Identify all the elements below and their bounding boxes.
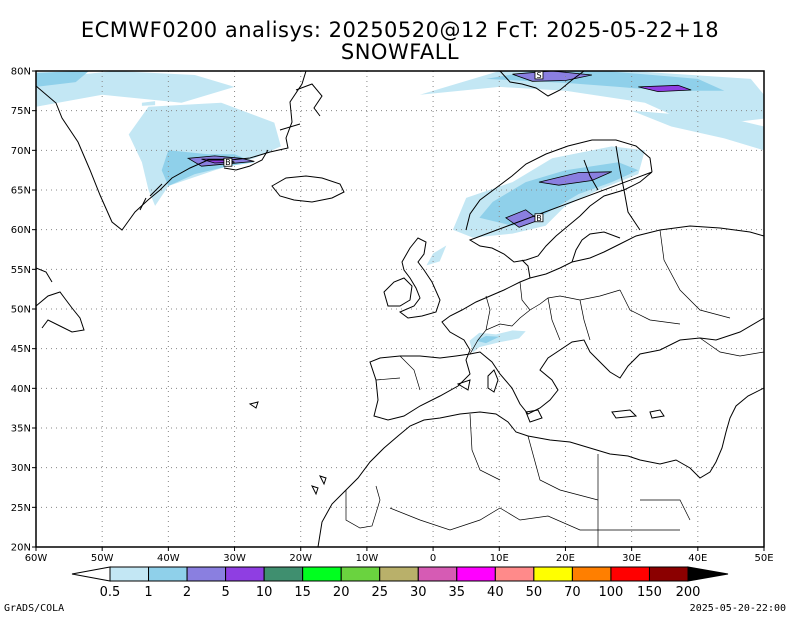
colorbar-swatch xyxy=(610,566,650,582)
colorbar-label: 200 xyxy=(676,585,701,600)
ireland-coast xyxy=(383,277,413,307)
colorbar-low-triangle xyxy=(71,566,111,582)
europe-coast xyxy=(369,225,764,421)
snowfall-shading xyxy=(36,71,764,353)
lon-tick-label: 20W xyxy=(289,553,312,564)
snowfall-area-scandinavia-15 xyxy=(538,171,612,186)
colorbar-swatch xyxy=(148,566,188,582)
map-subtitle: SNOWFALL xyxy=(340,40,460,64)
lon-tick-label: 0 xyxy=(430,553,436,564)
credit-label: GrADS/COLA xyxy=(4,603,65,614)
lat-tick-label: 80N xyxy=(11,67,31,78)
lat-tick-label: 45N xyxy=(11,344,31,355)
baltic-coast xyxy=(521,231,621,279)
colorbar-label: 2 xyxy=(183,585,191,600)
lon-tick-label: 50W xyxy=(91,553,114,564)
colorbar-label: 25 xyxy=(371,585,388,600)
lat-tick-label: 35N xyxy=(11,424,31,435)
colorbar-label: 40 xyxy=(487,585,504,600)
lon-tick-label: 30W xyxy=(223,553,246,564)
colorbar-label: 20 xyxy=(333,585,350,600)
colorbar-swatch xyxy=(340,566,381,582)
snowfall-area-svalbard-10 xyxy=(638,84,692,93)
colorbar-swatch xyxy=(225,566,265,582)
map-title: ECMWF0200 analisys: 20250520@12 FcT: 202… xyxy=(80,18,720,42)
svg-text:B: B xyxy=(225,158,231,167)
lon-tick-label: 50E xyxy=(754,553,773,564)
latitude-labels: 80N 75N 70N 65N 60N 55N 50N 45N 40N 35N 30N 25N 20N xyxy=(11,67,36,554)
lat-tick-label: 20N xyxy=(11,543,31,554)
colorbar-label: 150 xyxy=(637,585,662,600)
lat-tick-label: 70N xyxy=(11,146,31,157)
lat-tick-label: 65N xyxy=(11,186,31,197)
lon-tick-label: 40E xyxy=(688,553,707,564)
colorbar-label: 15 xyxy=(294,585,311,600)
site-marker: B xyxy=(534,213,544,223)
colorbar-label: 1 xyxy=(144,585,152,600)
lat-tick-label: 55N xyxy=(11,265,31,276)
lon-tick-label: 10E xyxy=(490,553,509,564)
lat-tick-label: 40N xyxy=(11,384,31,395)
colorbar-swatch xyxy=(186,566,227,582)
colorbar-swatch xyxy=(533,566,573,582)
snowfall-area-greenland-6 xyxy=(141,101,156,106)
colorbar-swatch xyxy=(263,566,304,582)
colorbar-label: 100 xyxy=(599,585,624,600)
longitude-labels: 60W 50W 40W 30W 20W 10W 0 10E 20E 30E 40E 50E xyxy=(25,547,774,564)
greenland-coast xyxy=(36,71,307,231)
lat-tick-label: 60N xyxy=(11,225,31,236)
snowfall-area-alps-17 xyxy=(469,330,526,353)
lat-tick-label: 50N xyxy=(11,305,31,316)
lat-tick-label: 75N xyxy=(11,106,31,117)
lon-tick-label: 20E xyxy=(556,553,575,564)
site-marker: B xyxy=(223,157,233,167)
snowfall-area-barents-11 xyxy=(631,110,764,151)
colorbar-swatch xyxy=(571,566,612,582)
greenland-fjords xyxy=(139,83,323,211)
colorbar-swatch xyxy=(417,566,458,582)
colorbar-label: 5 xyxy=(221,585,229,600)
britain-coast xyxy=(399,237,441,319)
svg-text:B: B xyxy=(536,214,542,223)
iceland-coast xyxy=(271,175,345,203)
colorbar-label: 30 xyxy=(410,585,427,600)
finland-border xyxy=(583,145,641,231)
country-borders xyxy=(345,229,764,547)
snowfall-area-greenland-1 xyxy=(36,71,89,87)
snowfall-area-greenland-0 xyxy=(36,71,235,107)
colorbar-label: 70 xyxy=(564,585,581,600)
snowfall-area-alps-18 xyxy=(476,336,500,344)
site-marker: S xyxy=(534,70,544,80)
snowfall-area-scandinavia-16 xyxy=(426,245,447,266)
lat-tick-label: 25N xyxy=(11,503,31,514)
lon-tick-label: 60W xyxy=(25,553,48,564)
colorbar-swatch xyxy=(456,566,496,582)
colorbar-label: 50 xyxy=(526,585,543,600)
colorbar-swatch xyxy=(494,566,535,582)
site-markers: B B S xyxy=(223,70,544,223)
colorbar-swatch xyxy=(302,566,342,582)
snowfall-colorbar: 0.5 1 2 5 10 15 20 25 30 35 40 50 70 100 150 200 xyxy=(71,566,729,600)
colorbar-swatch xyxy=(648,566,689,582)
timestamp-label: 2025-05-20-22:00 xyxy=(689,603,786,614)
lon-tick-label: 30E xyxy=(622,553,641,564)
scandinavia-coast xyxy=(465,139,653,263)
svg-text:S: S xyxy=(536,71,541,80)
snowfall-area-scandinavia-13 xyxy=(479,162,639,226)
colorbar-label: 35 xyxy=(449,585,466,600)
lon-tick-label: 10W xyxy=(356,553,379,564)
lon-tick-label: 40W xyxy=(157,553,180,564)
colorbar-swatch xyxy=(379,566,419,582)
svalbard-coast xyxy=(499,71,585,97)
mediterranean-islands xyxy=(248,369,665,496)
colorbar-label: 0.5 xyxy=(100,585,121,600)
north-america-coast xyxy=(36,267,85,333)
colorbar-high-triangle xyxy=(687,566,729,582)
africa-coast xyxy=(317,387,764,547)
colorbar-label: 10 xyxy=(256,585,273,600)
colorbar-swatch xyxy=(109,566,150,582)
coastlines-and-borders xyxy=(36,71,764,547)
lat-tick-label: 30N xyxy=(11,463,31,474)
